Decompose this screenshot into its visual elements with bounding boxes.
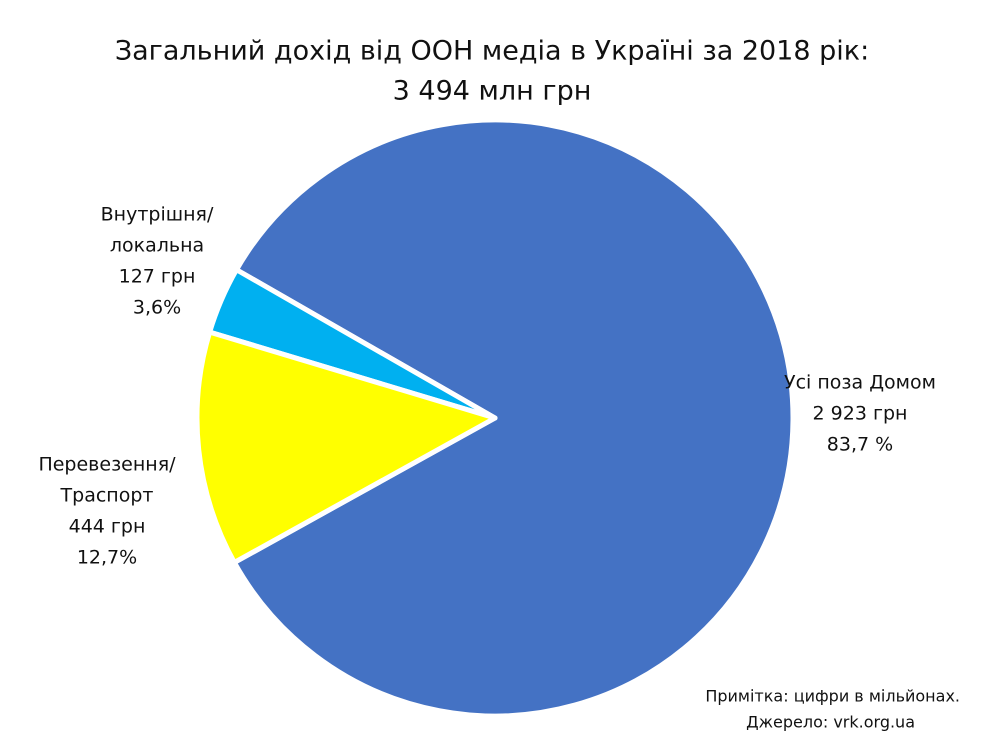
slice-label: Усі поза Домом (784, 372, 936, 394)
slice-label: Траспорт (60, 485, 154, 507)
pie-slice (194, 329, 498, 565)
value-label: 2 923 грн (813, 403, 908, 425)
slice-label: Перевезення/ (38, 454, 176, 476)
percent-label: 83,7 % (827, 434, 893, 456)
slice-label: локальна (110, 235, 204, 257)
percent-label: 12,7% (77, 547, 137, 569)
percent-label: 3,6% (133, 297, 181, 319)
pie-slice (231, 117, 796, 719)
slice-label: Внутрішня/ (101, 204, 214, 226)
chart-title: 3 494 млн грн (393, 76, 592, 107)
source: Джерело: vrk.org.ua (746, 713, 915, 732)
value-label: 444 грн (69, 516, 146, 538)
chart-title: Загальний дохід від ООН медіа в Україні … (115, 36, 869, 67)
note: Примітка: цифри в мільйонах. (705, 687, 960, 706)
value-label: 127 грн (119, 266, 196, 288)
